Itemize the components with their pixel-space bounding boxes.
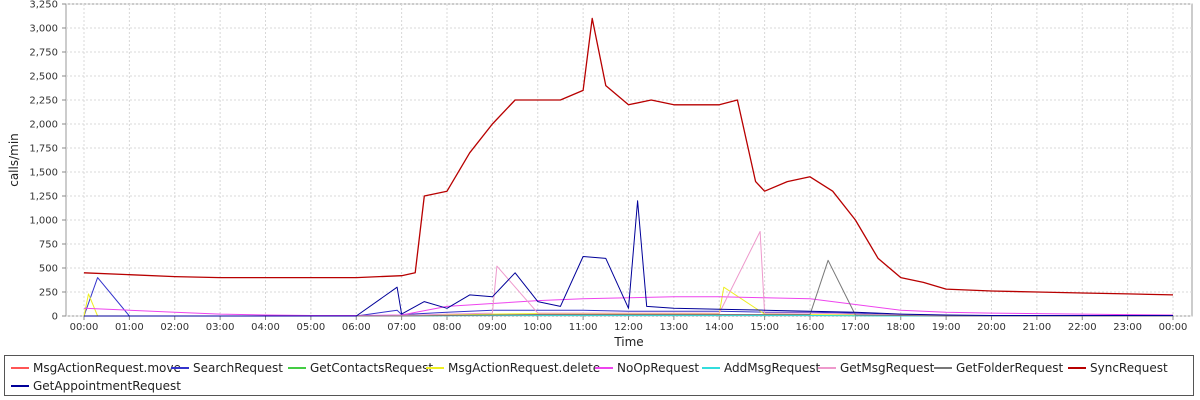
x-tick-label: 08:00 bbox=[433, 322, 462, 333]
legend-swatch bbox=[818, 367, 836, 369]
y-tick-label: 1,000 bbox=[29, 216, 58, 227]
x-tick-label: 05:00 bbox=[296, 322, 325, 333]
x-tick-label: 19:00 bbox=[932, 322, 961, 333]
legend-swatch bbox=[1068, 367, 1086, 369]
legend-item: GetContactsRequest bbox=[288, 361, 433, 375]
legend-swatch bbox=[11, 367, 29, 369]
x-tick-label: 23:00 bbox=[1113, 322, 1142, 333]
legend-label: GetContactsRequest bbox=[310, 361, 434, 375]
x-tick-label: 21:00 bbox=[1022, 322, 1051, 333]
y-tick-label: 3,250 bbox=[29, 0, 58, 11]
legend-label: GetMsgRequest bbox=[840, 361, 935, 375]
x-tick-label: 00:00 bbox=[70, 322, 99, 333]
x-tick-label: 12:00 bbox=[614, 322, 643, 333]
y-tick-label: 1,500 bbox=[29, 168, 58, 179]
y-axis-title: calls/min bbox=[7, 133, 21, 187]
legend-item: MsgActionRequest.delete bbox=[426, 361, 600, 375]
x-tick-label: 17:00 bbox=[841, 322, 870, 333]
y-tick-label: 0 bbox=[52, 312, 58, 323]
legend-item: GetAppointmentRequest bbox=[11, 379, 181, 393]
legend-item: GetFolderRequest bbox=[934, 361, 1063, 375]
x-tick-label: 11:00 bbox=[569, 322, 598, 333]
legend-item: MsgActionRequest.move bbox=[11, 361, 181, 375]
gridlines bbox=[66, 3, 1192, 317]
x-tick-label: 18:00 bbox=[886, 322, 915, 333]
y-tick-label: 250 bbox=[39, 288, 58, 299]
y-tick-label: 2,750 bbox=[29, 48, 58, 59]
x-tick-label: 07:00 bbox=[387, 322, 416, 333]
series-line-nooprequest bbox=[83, 296, 1174, 316]
y-tick-label: 2,250 bbox=[29, 96, 58, 107]
line-chart: 0 250 500 750 1,000 1,250 1,500 1,750 2,000 2,250… bbox=[7, 0, 1193, 349]
legend-label: NoOpRequest bbox=[617, 361, 700, 375]
y-tick-label: 1,250 bbox=[29, 192, 58, 203]
y-tick-label: 2,500 bbox=[29, 72, 58, 83]
legend-swatch bbox=[171, 367, 189, 369]
legend-swatch bbox=[595, 367, 613, 369]
legend-label: MsgActionRequest.move bbox=[33, 361, 181, 375]
y-tick-label: 1,750 bbox=[29, 144, 58, 155]
legend-label: AddMsgRequest bbox=[724, 361, 821, 375]
x-tick-label: 15:00 bbox=[750, 322, 779, 333]
series-lines bbox=[83, 17, 1174, 317]
legend-label: GetAppointmentRequest bbox=[33, 379, 181, 393]
series-line-syncrequest bbox=[83, 17, 1174, 296]
legend-swatch bbox=[934, 367, 952, 369]
x-tick-label: 14:00 bbox=[705, 322, 734, 333]
legend-label: MsgActionRequest.delete bbox=[448, 361, 601, 375]
legend-item: NoOpRequest bbox=[595, 361, 699, 375]
x-tick-label: 00:00 bbox=[1159, 322, 1188, 333]
x-tick-label: 03:00 bbox=[206, 322, 235, 333]
x-tick-label: 10:00 bbox=[523, 322, 552, 333]
x-tick-label: 04:00 bbox=[251, 322, 280, 333]
legend-swatch bbox=[288, 367, 306, 369]
y-tick-label: 2,000 bbox=[29, 120, 58, 131]
chart-legend: MsgActionRequest.move SearchRequest GetCon… bbox=[4, 355, 1194, 396]
x-tick-label: 13:00 bbox=[659, 322, 688, 333]
y-tick-label: 750 bbox=[39, 240, 58, 251]
y-tick-label: 500 bbox=[39, 264, 58, 275]
x-tick-label: 20:00 bbox=[977, 322, 1006, 333]
x-axis-ticks: 00:00 01:00 02:00 03:00 04:00 05:00 06:00 07:00… bbox=[70, 316, 1188, 333]
y-axis-ticks: 0 250 500 750 1,000 1,250 1,500 1,750 2,000 2,250… bbox=[29, 0, 66, 323]
x-axis-title: Time bbox=[613, 335, 643, 349]
x-tick-label: 01:00 bbox=[115, 322, 144, 333]
x-tick-label: 02:00 bbox=[160, 322, 189, 333]
y-tick-label: 3,000 bbox=[29, 24, 58, 35]
x-tick-label: 06:00 bbox=[342, 322, 371, 333]
x-tick-label: 22:00 bbox=[1068, 322, 1097, 333]
legend-item: GetMsgRequest bbox=[818, 361, 934, 375]
legend-item: SyncRequest bbox=[1068, 361, 1168, 375]
legend-swatch bbox=[426, 367, 444, 369]
legend-label: GetFolderRequest bbox=[956, 361, 1064, 375]
series-line-getappointmentrequest bbox=[84, 200, 1173, 317]
legend-label: SyncRequest bbox=[1090, 361, 1168, 375]
legend-item: SearchRequest bbox=[171, 361, 283, 375]
legend-label: SearchRequest bbox=[193, 361, 283, 375]
legend-item: AddMsgRequest bbox=[702, 361, 820, 375]
x-tick-label: 16:00 bbox=[796, 322, 825, 333]
legend-swatch bbox=[702, 367, 720, 369]
x-tick-label: 09:00 bbox=[478, 322, 507, 333]
legend-swatch bbox=[11, 385, 29, 387]
